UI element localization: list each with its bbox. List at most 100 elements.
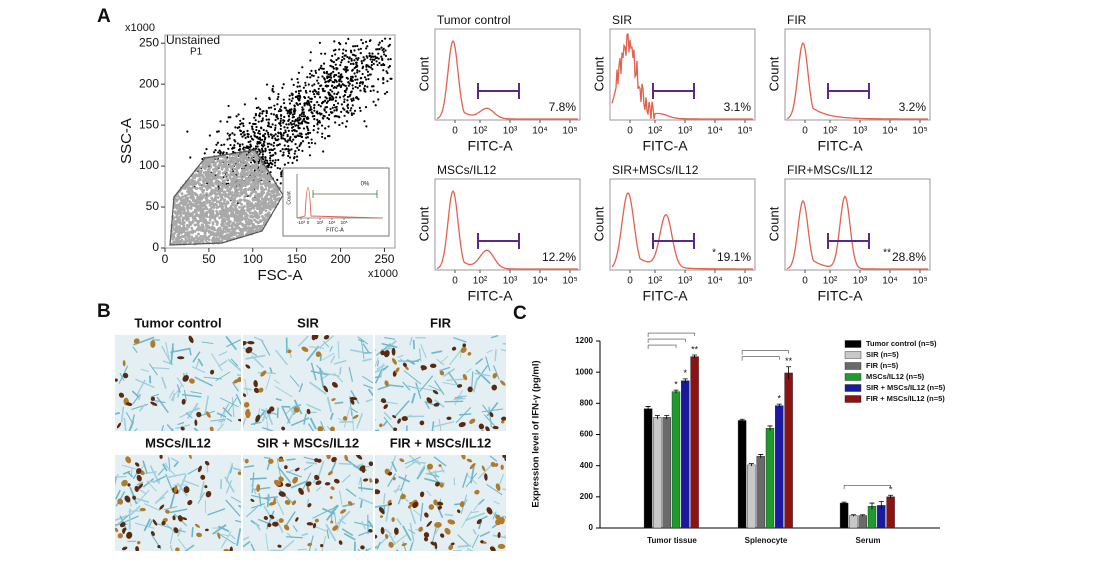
significance-mark: ** xyxy=(785,356,793,366)
event-dot xyxy=(336,67,338,69)
event-dot xyxy=(297,117,299,119)
event-dot xyxy=(273,142,275,144)
event-dot xyxy=(283,83,285,85)
image-label: SIR xyxy=(297,315,319,330)
event-dot xyxy=(271,137,273,139)
gated-dot xyxy=(194,224,197,227)
event-dot xyxy=(346,120,348,122)
gated-dot xyxy=(188,186,191,189)
event-dot xyxy=(292,133,294,135)
gated-dot xyxy=(205,211,208,214)
gated-dot xyxy=(256,199,259,202)
event-dot xyxy=(378,58,380,60)
event-dot xyxy=(356,82,358,84)
event-dot xyxy=(232,147,234,149)
gated-dot xyxy=(247,182,250,185)
event-dot xyxy=(262,134,264,136)
gated-dot xyxy=(253,198,256,201)
panel-label: C xyxy=(513,303,527,324)
event-dot xyxy=(258,130,260,132)
image-label: FIR xyxy=(430,315,452,330)
event-dot xyxy=(349,56,351,58)
event-dot xyxy=(326,102,328,104)
event-dot xyxy=(299,135,301,137)
gated-dot xyxy=(172,241,175,244)
gated-dot xyxy=(226,189,229,192)
x-tick-label: 10² xyxy=(473,276,488,287)
fiber xyxy=(459,414,471,415)
bar xyxy=(840,503,848,528)
gated-dot xyxy=(222,185,225,188)
event-dot xyxy=(249,122,251,124)
event-dot xyxy=(316,80,318,82)
event-dot xyxy=(341,103,343,105)
gated-dot xyxy=(239,221,242,224)
event-dot xyxy=(268,118,270,120)
gated-dot xyxy=(223,199,226,202)
gated-dot xyxy=(249,178,252,181)
gated-dot xyxy=(256,159,259,162)
bar xyxy=(644,409,652,528)
x-tick-label: 0 xyxy=(802,276,808,287)
event-dot xyxy=(347,81,349,83)
x-tick-label: 200 xyxy=(331,252,351,266)
event-dot xyxy=(305,102,307,104)
gated-dot xyxy=(240,174,243,177)
gated-dot xyxy=(224,161,227,164)
fiber xyxy=(286,459,295,460)
event-dot xyxy=(334,121,336,123)
gated-dot xyxy=(237,226,240,229)
event-dot xyxy=(356,69,358,71)
gated-dot xyxy=(225,228,228,231)
event-dot xyxy=(333,61,335,63)
event-dot xyxy=(296,130,298,132)
event-dot xyxy=(259,138,261,140)
event-dot xyxy=(288,115,290,117)
event-dot xyxy=(363,59,365,61)
bar xyxy=(757,456,765,528)
gated-dot xyxy=(223,202,226,205)
event-dot xyxy=(365,47,367,49)
event-dot xyxy=(372,85,374,87)
event-dot xyxy=(233,144,235,146)
event-dot xyxy=(331,85,333,87)
gated-dot xyxy=(238,206,241,209)
event-dot xyxy=(289,136,291,138)
event-dot xyxy=(309,154,311,156)
event-dot xyxy=(282,154,284,156)
gated-dot xyxy=(226,186,229,189)
gated-dot xyxy=(236,161,239,164)
event-dot xyxy=(373,63,375,65)
event-dot xyxy=(318,69,320,71)
gated-dot xyxy=(241,206,244,209)
event-dot xyxy=(319,112,321,114)
event-dot xyxy=(390,78,392,80)
gated-dot xyxy=(203,185,206,188)
x-tick-label: 10⁴ xyxy=(882,276,897,287)
event-dot xyxy=(250,135,252,137)
event-dot xyxy=(270,149,272,151)
event-dot xyxy=(217,151,219,153)
y-axis-title: Expression level of IFN-γ (pg/ml) xyxy=(531,360,542,507)
gated-dot xyxy=(221,205,224,208)
event-dot xyxy=(333,93,335,95)
event-dot xyxy=(377,91,379,93)
fiber xyxy=(192,527,193,537)
gated-dot xyxy=(199,217,202,220)
gated-dot xyxy=(179,202,182,205)
gated-dot xyxy=(235,204,238,207)
event-dot xyxy=(359,85,361,87)
event-dot xyxy=(323,108,325,110)
event-dot xyxy=(343,98,345,100)
event-dot xyxy=(293,84,295,86)
fiber xyxy=(264,458,270,459)
event-dot xyxy=(352,87,354,89)
fiber xyxy=(268,494,269,507)
event-dot xyxy=(340,61,342,63)
event-dot xyxy=(219,150,221,152)
event-dot xyxy=(389,65,391,67)
event-dot xyxy=(335,59,337,61)
gated-dot xyxy=(186,207,189,210)
event-dot xyxy=(378,62,380,64)
event-dot xyxy=(320,65,322,67)
